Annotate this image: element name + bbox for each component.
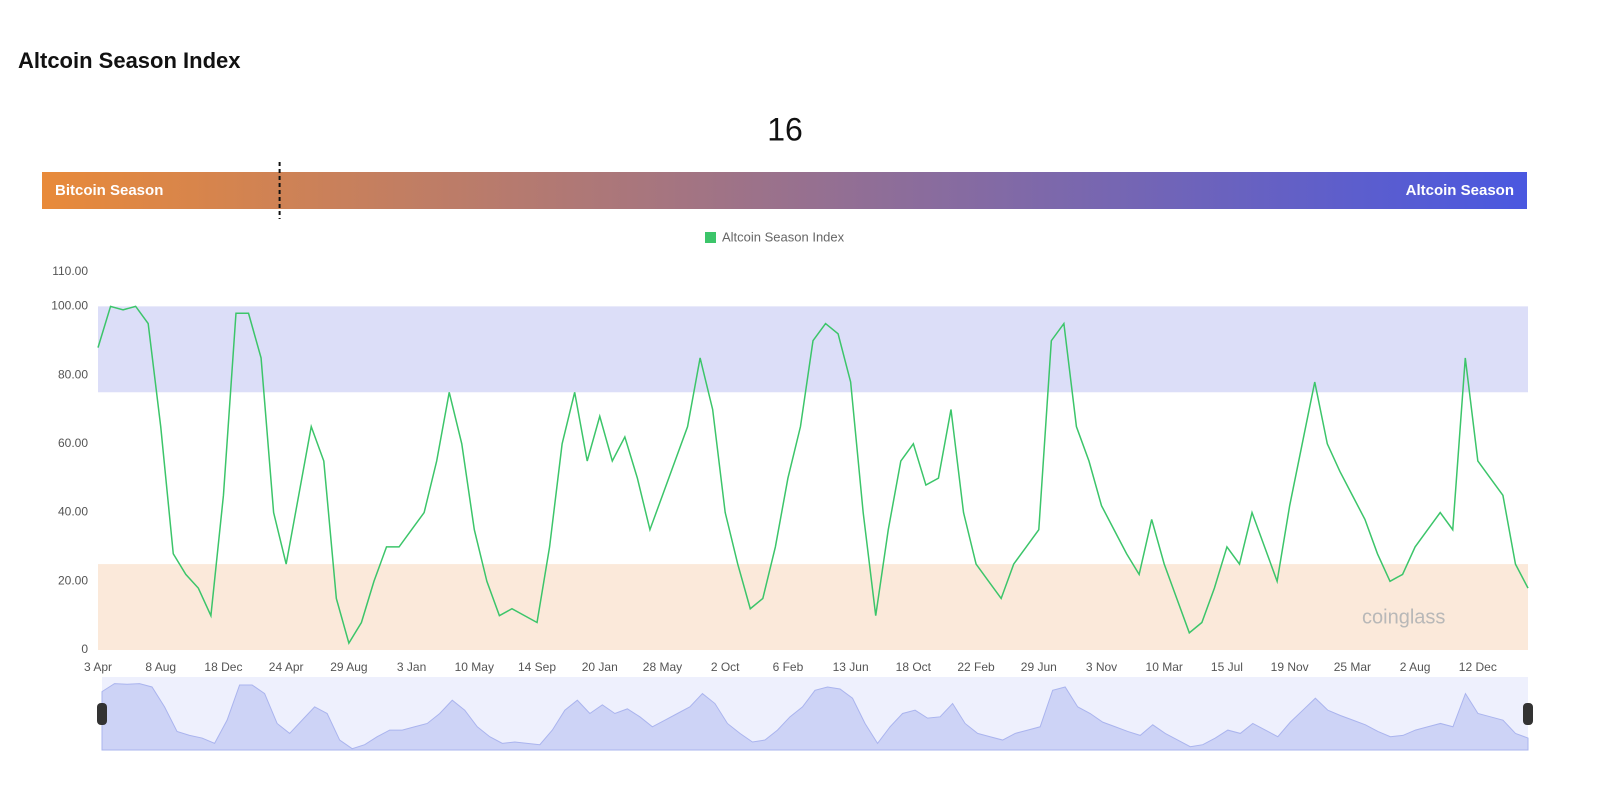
gauge-right-label: Altcoin Season	[1406, 182, 1514, 199]
x-tick-label: 3 Nov	[1086, 660, 1117, 674]
x-tick-label: 14 Sep	[518, 660, 556, 674]
y-tick-label: 110.00	[52, 264, 88, 278]
navigator-handle	[1523, 703, 1533, 725]
x-tick-label: 22 Feb	[957, 660, 995, 674]
x-tick-label: 15 Jul	[1211, 660, 1243, 674]
zone-band	[98, 306, 1528, 393]
x-tick-label: 29 Aug	[330, 660, 367, 674]
page-title: Altcoin Season Index	[18, 48, 241, 73]
series-line	[97, 305, 1529, 645]
y-tick-label: 60.00	[58, 436, 88, 450]
y-tick-label: 40.00	[58, 505, 88, 519]
watermark: coinglass	[1362, 606, 1445, 628]
x-tick-label: 2 Aug	[1400, 660, 1431, 674]
x-tick-label: 25 Mar	[1334, 660, 1371, 674]
gauge-bar	[42, 172, 1527, 209]
x-tick-label: 6 Feb	[773, 660, 804, 674]
legend-swatch	[705, 232, 716, 243]
y-tick-label: 0	[81, 642, 88, 656]
x-tick-label: 13 Jun	[833, 660, 869, 674]
x-tick-label: 24 Apr	[269, 660, 304, 674]
x-tick-label: 18 Dec	[204, 660, 242, 674]
x-tick-label: 28 May	[643, 660, 682, 674]
x-tick-label: 10 May	[455, 660, 494, 674]
x-tick-label: 3 Apr	[84, 660, 112, 674]
x-tick-label: 29 Jun	[1021, 660, 1057, 674]
current-value: 16	[767, 111, 803, 147]
x-tick-label: 20 Jan	[582, 660, 618, 674]
y-tick-label: 20.00	[58, 573, 88, 587]
x-tick-label: 12 Dec	[1459, 660, 1497, 674]
x-tick-label: 19 Nov	[1271, 660, 1309, 674]
zone-band	[98, 564, 1528, 650]
legend-label: Altcoin Season Index	[722, 229, 845, 244]
navigator-area	[101, 683, 1529, 751]
x-tick-label: 2 Oct	[711, 660, 740, 674]
y-tick-label: 100.00	[51, 299, 88, 313]
x-tick-label: 18 Oct	[896, 660, 932, 674]
navigator-handle	[97, 703, 107, 725]
y-tick-label: 80.00	[58, 367, 88, 381]
x-tick-label: 3 Jan	[397, 660, 426, 674]
x-tick-label: 8 Aug	[145, 660, 176, 674]
gauge-left-label: Bitcoin Season	[55, 182, 163, 199]
x-tick-label: 10 Mar	[1146, 660, 1183, 674]
